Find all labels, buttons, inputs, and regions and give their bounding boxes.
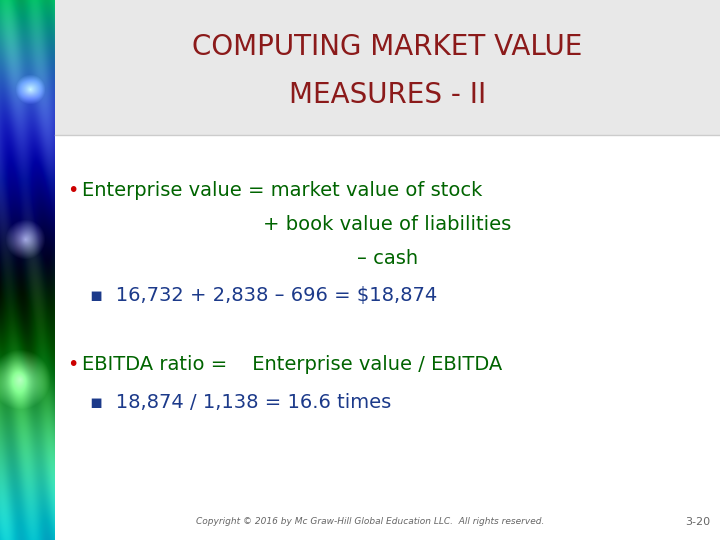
Text: 3-20: 3-20 — [685, 517, 710, 527]
Text: •: • — [67, 355, 78, 375]
Text: •: • — [67, 180, 78, 199]
Text: COMPUTING MARKET VALUE: COMPUTING MARKET VALUE — [192, 33, 582, 61]
Text: – cash: – cash — [357, 248, 418, 267]
Text: MEASURES - II: MEASURES - II — [289, 81, 486, 109]
Text: EBITDA ratio =    Enterprise value / EBITDA: EBITDA ratio = Enterprise value / EBITDA — [82, 355, 503, 375]
Text: ▪  18,874 / 1,138 = 16.6 times: ▪ 18,874 / 1,138 = 16.6 times — [90, 394, 391, 413]
Text: Copyright © 2016 by Mc Graw-Hill Global Education LLC.  All rights reserved.: Copyright © 2016 by Mc Graw-Hill Global … — [196, 517, 544, 526]
Text: ▪  16,732 + 2,838 – 696 = $18,874: ▪ 16,732 + 2,838 – 696 = $18,874 — [90, 287, 437, 306]
Text: + book value of liabilities: + book value of liabilities — [264, 214, 512, 233]
Text: Enterprise value = market value of stock: Enterprise value = market value of stock — [82, 180, 482, 199]
Bar — [55, 0, 720, 135]
Bar — [55, 135, 720, 540]
